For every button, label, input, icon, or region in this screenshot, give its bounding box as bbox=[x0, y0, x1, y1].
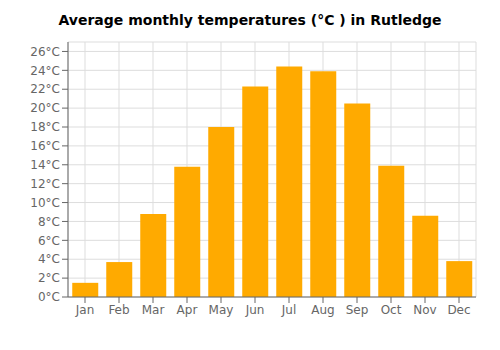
svg-text:10°C: 10°C bbox=[30, 196, 60, 210]
svg-text:6°C: 6°C bbox=[38, 234, 60, 248]
svg-text:2°C: 2°C bbox=[38, 271, 60, 285]
svg-text:12°C: 12°C bbox=[30, 177, 60, 191]
svg-text:Apr: Apr bbox=[177, 303, 198, 317]
svg-text:Sep: Sep bbox=[346, 303, 369, 317]
svg-text:4°C: 4°C bbox=[38, 252, 60, 266]
svg-text:Feb: Feb bbox=[108, 303, 129, 317]
svg-text:May: May bbox=[209, 303, 234, 317]
svg-text:Aug: Aug bbox=[311, 303, 334, 317]
svg-text:24°C: 24°C bbox=[30, 64, 60, 78]
svg-text:Dec: Dec bbox=[447, 303, 470, 317]
svg-text:Jun: Jun bbox=[245, 303, 265, 317]
svg-text:14°C: 14°C bbox=[30, 158, 60, 172]
svg-text:Jul: Jul bbox=[281, 303, 296, 317]
svg-text:18°C: 18°C bbox=[30, 120, 60, 134]
svg-text:0°C: 0°C bbox=[38, 290, 60, 304]
html-text:Average monthly temperatures (: Average monthly temperatures (°C ) in Ru… bbox=[58, 12, 442, 28]
svg-text:Oct: Oct bbox=[381, 303, 402, 317]
svg-text:20°C: 20°C bbox=[30, 101, 60, 115]
svg-text:Jan: Jan bbox=[75, 303, 95, 317]
svg-text:16°C: 16°C bbox=[30, 139, 60, 153]
svg-text:22°C: 22°C bbox=[30, 82, 60, 96]
svg-text:Mar: Mar bbox=[142, 303, 165, 317]
svg-text:8°C: 8°C bbox=[38, 215, 60, 229]
svg-text:Nov: Nov bbox=[413, 303, 436, 317]
svg-text:26°C: 26°C bbox=[30, 45, 60, 59]
